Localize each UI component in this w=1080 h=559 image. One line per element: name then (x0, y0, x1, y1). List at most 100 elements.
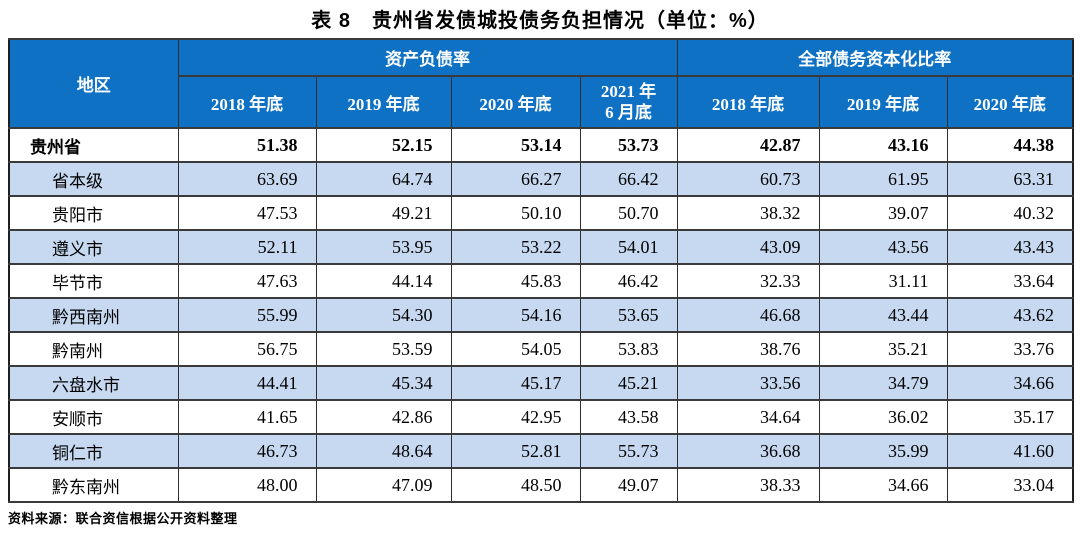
header-sub-row: 2018 年底 2019 年底 2020 年底 2021 年 6 月底 2018… (9, 75, 1074, 129)
value-cell: 54.05 (450, 331, 581, 367)
column-header-dcr-2019: 2019 年底 (818, 75, 948, 129)
value-cell: 43.44 (818, 297, 948, 333)
table-row-qianxinan: 黔西南州 55.99 54.30 54.16 53.65 46.68 43.44… (8, 297, 1074, 333)
value-cell: 64.74 (315, 161, 452, 197)
column-header-dcr-2020: 2020 年底 (946, 75, 1074, 129)
value-cell: 43.43 (946, 229, 1074, 265)
value-cell: 55.99 (177, 297, 317, 333)
value-cell: 51.38 (177, 127, 317, 163)
value-cell: 53.65 (579, 297, 678, 333)
value-cell: 35.21 (818, 331, 948, 367)
value-cell: 33.56 (676, 365, 820, 401)
value-cell: 47.53 (177, 195, 317, 231)
column-header-dcr-2018: 2018 年底 (676, 75, 820, 129)
value-cell: 33.04 (946, 467, 1074, 503)
value-cell: 63.31 (946, 161, 1074, 197)
value-cell: 52.11 (177, 229, 317, 265)
value-cell: 60.73 (676, 161, 820, 197)
value-cell: 41.65 (177, 399, 317, 435)
table-row-tongren: 铜仁市 46.73 48.64 52.81 55.73 36.68 35.99 … (8, 433, 1074, 469)
value-cell: 48.00 (177, 467, 317, 503)
value-cell: 42.95 (450, 399, 581, 435)
table-row-provincial-level: 省本级 63.69 64.74 66.27 66.42 60.73 61.95 … (8, 161, 1074, 197)
region-cell: 贵阳市 (8, 195, 179, 231)
value-cell: 43.09 (676, 229, 820, 265)
value-cell: 48.64 (315, 433, 452, 469)
value-cell: 43.62 (946, 297, 1074, 333)
column-header-alr-2018: 2018 年底 (177, 75, 317, 129)
table-row-zunyi: 遵义市 52.11 53.95 53.22 54.01 43.09 43.56 … (8, 229, 1074, 265)
value-cell: 54.30 (315, 297, 452, 333)
value-cell: 52.81 (450, 433, 581, 469)
value-cell: 38.76 (676, 331, 820, 367)
value-cell: 38.32 (676, 195, 820, 231)
value-cell: 63.69 (177, 161, 317, 197)
value-cell: 55.73 (579, 433, 678, 469)
value-cell: 54.01 (579, 229, 678, 265)
value-cell: 53.95 (315, 229, 452, 265)
table-row-qiandongnan: 黔东南州 48.00 47.09 48.50 49.07 38.33 34.66… (8, 467, 1074, 503)
value-cell: 47.63 (177, 263, 317, 299)
table-row-liupanshui: 六盘水市 44.41 45.34 45.17 45.21 33.56 34.79… (8, 365, 1074, 401)
value-cell: 52.15 (315, 127, 452, 163)
column-group-debt-capitalization-ratio: 全部债务资本化比率 (676, 38, 1074, 77)
region-cell: 铜仁市 (8, 433, 179, 469)
value-cell: 41.60 (946, 433, 1074, 469)
value-cell: 53.14 (450, 127, 581, 163)
value-cell: 48.50 (450, 467, 581, 503)
value-cell: 36.02 (818, 399, 948, 435)
column-header-region: 地区 (8, 38, 179, 129)
value-cell: 34.66 (818, 467, 948, 503)
value-cell: 32.33 (676, 263, 820, 299)
value-cell: 31.11 (818, 263, 948, 299)
value-cell: 44.38 (946, 127, 1074, 163)
value-cell: 43.56 (818, 229, 948, 265)
header-group-row: 地区 资产负债率 全部债务资本化比率 (8, 38, 1074, 129)
value-cell: 38.33 (676, 467, 820, 503)
region-cell: 安顺市 (8, 399, 179, 435)
value-cell: 53.22 (450, 229, 581, 265)
region-cell: 贵州省 (8, 127, 179, 163)
value-cell: 50.70 (579, 195, 678, 231)
value-cell: 49.07 (579, 467, 678, 503)
value-cell: 49.21 (315, 195, 452, 231)
region-cell: 毕节市 (8, 263, 179, 299)
value-cell: 45.17 (450, 365, 581, 401)
value-cell: 42.87 (676, 127, 820, 163)
table-row-bijie: 毕节市 47.63 44.14 45.83 46.42 32.33 31.11 … (8, 263, 1074, 299)
value-cell: 35.17 (946, 399, 1074, 435)
value-cell: 45.34 (315, 365, 452, 401)
value-cell: 44.14 (315, 263, 452, 299)
table-row-guizhou-province: 贵州省 51.38 52.15 53.14 53.73 42.87 43.16 … (8, 127, 1074, 163)
value-cell: 53.73 (579, 127, 678, 163)
value-cell: 35.99 (818, 433, 948, 469)
region-cell: 黔西南州 (8, 297, 179, 333)
value-cell: 54.16 (450, 297, 581, 333)
value-cell: 40.32 (946, 195, 1074, 231)
value-cell: 34.79 (818, 365, 948, 401)
region-cell: 遵义市 (8, 229, 179, 265)
value-cell: 46.68 (676, 297, 820, 333)
debt-burden-table: 地区 资产负债率 全部债务资本化比率 2018 年底 2019 年底 2020 … (8, 38, 1075, 503)
source-note: 资料来源：联合资信根据公开资料整理 (8, 511, 238, 526)
value-cell: 43.58 (579, 399, 678, 435)
value-cell: 42.86 (315, 399, 452, 435)
region-cell: 黔东南州 (8, 467, 179, 503)
column-header-alr-2019: 2019 年底 (315, 75, 452, 129)
value-cell: 34.66 (946, 365, 1074, 401)
value-cell: 66.42 (579, 161, 678, 197)
table-row-anshun: 安顺市 41.65 42.86 42.95 43.58 34.64 36.02 … (8, 399, 1074, 435)
value-cell: 33.76 (946, 331, 1074, 367)
column-group-asset-liability-ratio: 资产负债率 (177, 38, 678, 77)
region-cell: 六盘水市 (8, 365, 179, 401)
value-cell: 53.83 (579, 331, 678, 367)
table-row-qiannan: 黔南州 56.75 53.59 54.05 53.83 38.76 35.21 … (8, 331, 1074, 367)
value-cell: 44.41 (177, 365, 317, 401)
value-cell: 61.95 (818, 161, 948, 197)
table-row-guiyang: 贵阳市 47.53 49.21 50.10 50.70 38.32 39.07 … (8, 195, 1074, 231)
region-cell: 省本级 (8, 161, 179, 197)
value-cell: 53.59 (315, 331, 452, 367)
value-cell: 47.09 (315, 467, 452, 503)
value-cell: 46.42 (579, 263, 678, 299)
value-cell: 39.07 (818, 195, 948, 231)
